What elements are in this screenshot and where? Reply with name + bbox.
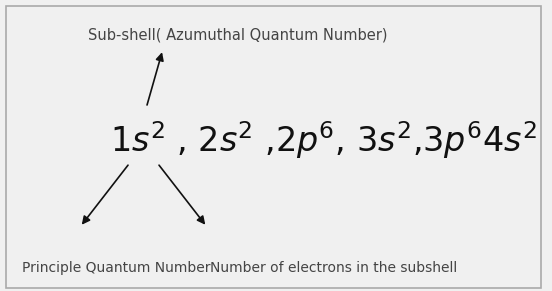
Text: Sub-shell( Azumuthal Quantum Number): Sub-shell( Azumuthal Quantum Number) — [88, 27, 387, 42]
Text: Number of electrons in the subshell: Number of electrons in the subshell — [210, 261, 457, 275]
FancyBboxPatch shape — [6, 6, 541, 288]
Text: $1s^2$ , $2s^2$ ,$2p^6$, $3s^2$,$3p^6$$4s^2$: $1s^2$ , $2s^2$ ,$2p^6$, $3s^2$,$3p^6$$4… — [110, 119, 538, 161]
Text: Principle Quantum Number: Principle Quantum Number — [22, 261, 210, 275]
